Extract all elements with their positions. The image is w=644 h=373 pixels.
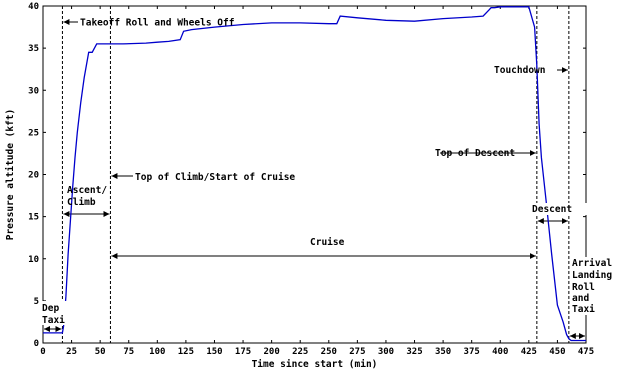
x-tick-label: 0 (40, 347, 45, 357)
y-tick-label: 30 (28, 86, 39, 96)
y-tick-label: 40 (28, 2, 39, 12)
y-tick-label: 35 (28, 44, 39, 54)
y-tick-label: 0 (34, 339, 39, 349)
x-tick-label: 75 (123, 347, 134, 357)
x-tick-label: 475 (578, 347, 594, 357)
annotation-arrival: Arrival (572, 258, 612, 269)
x-tick-label: 300 (378, 347, 394, 357)
x-tick-label: 350 (435, 347, 451, 357)
y-tick-label: 15 (28, 213, 39, 223)
y-axis-label: Pressure altitude (kft) (5, 109, 16, 241)
x-tick-label: 25 (66, 347, 77, 357)
x-tick-label: 50 (95, 347, 106, 357)
x-tick-label: 275 (349, 347, 365, 357)
annotation-cruise: Cruise (310, 237, 345, 248)
annotation-takeoff: Takeoff Roll and Wheels Off (80, 18, 235, 29)
annotation-roll: Roll (572, 282, 595, 293)
annotation-top-of-descent: Top of Descent (435, 148, 515, 159)
annotation-ascent: Ascent/ (67, 185, 107, 196)
annotation-touchdown: Touchdown (494, 65, 545, 76)
y-tick-label: 20 (28, 171, 39, 181)
annotation-dep-taxi-bg (41, 301, 67, 325)
x-tick-label: 400 (492, 347, 508, 357)
annotation-and: and (572, 293, 589, 304)
annotation-dep-taxi: Taxi (42, 315, 65, 326)
annotation-landing: Landing (572, 270, 612, 281)
annotation-climb: Climb (67, 197, 96, 208)
x-tick-label: 250 (321, 347, 337, 357)
x-tick-label: 175 (235, 347, 251, 357)
x-tick-label: 450 (549, 347, 565, 357)
annotation-dep: Dep (42, 303, 59, 314)
y-tick-label: 25 (28, 128, 39, 138)
x-tick-label: 150 (206, 347, 222, 357)
x-tick-label: 100 (149, 347, 165, 357)
x-tick-label: 125 (178, 347, 194, 357)
y-tick-label: 10 (28, 255, 39, 265)
x-axis-label: Time since start (min) (252, 359, 378, 370)
annotation-descent: Descent (532, 204, 572, 215)
annotation-arrival-bg (570, 257, 620, 315)
x-tick-label: 375 (464, 347, 480, 357)
x-tick-label: 200 (263, 347, 279, 357)
x-tick-label: 425 (521, 347, 537, 357)
y-tick-label: 5 (34, 297, 39, 307)
x-tick-label: 225 (292, 347, 308, 357)
annotation-top-of-climb: Top of Climb/Start of Cruise (135, 172, 295, 183)
plot-frame (42, 5, 587, 344)
annotation-arr-taxi: Taxi (572, 304, 595, 315)
altitude-series-line (43, 6, 586, 342)
annotation-descent-bg (531, 203, 587, 215)
axis-ticks: 0 25 50 75 100 125 150 175 200 225 250 275 300 325 350… (28, 2, 594, 357)
x-tick-label: 325 (406, 347, 422, 357)
